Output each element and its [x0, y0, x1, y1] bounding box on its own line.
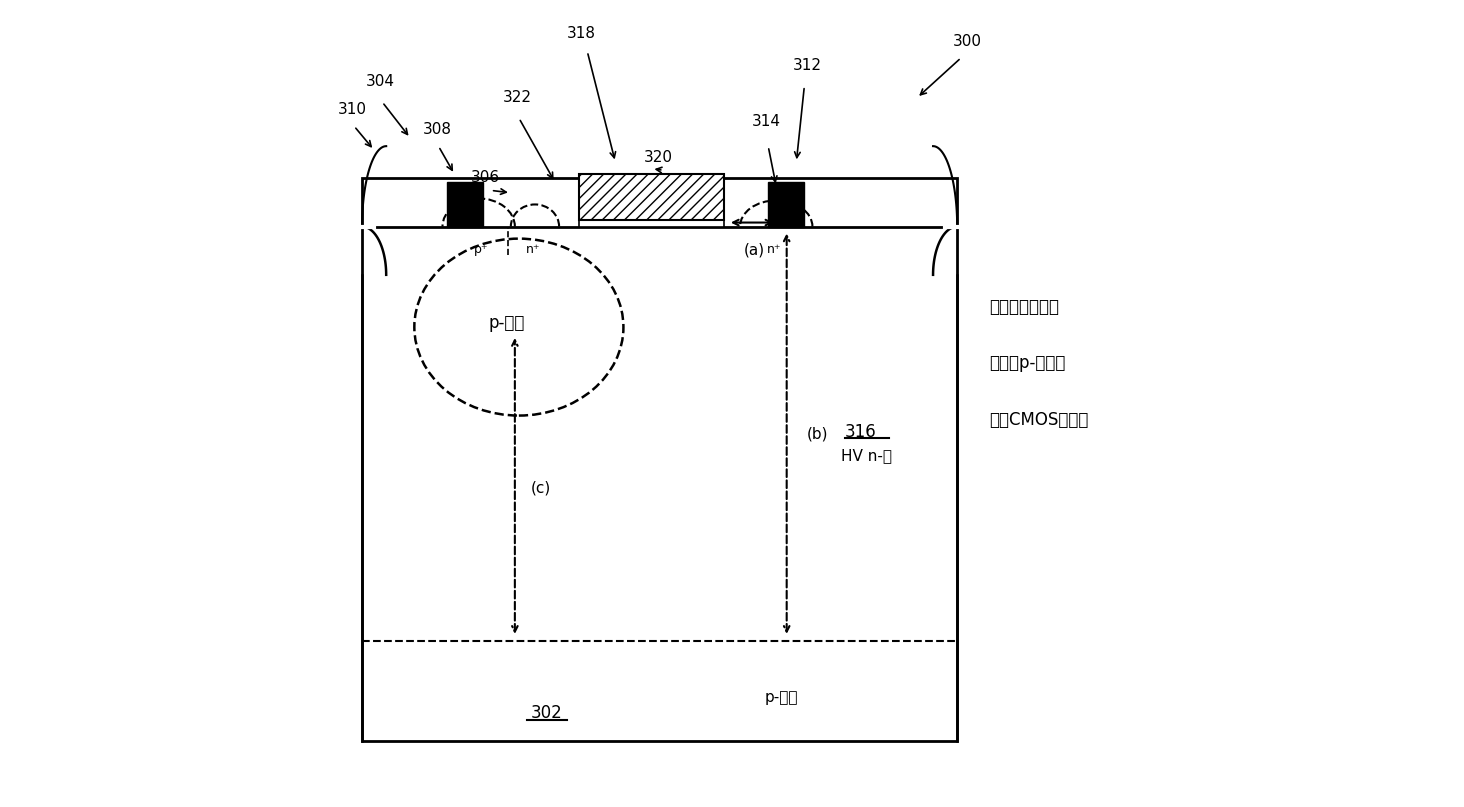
Text: 322: 322: [502, 90, 531, 105]
Text: 318: 318: [567, 26, 596, 40]
Text: 310: 310: [338, 102, 367, 117]
Text: 314: 314: [752, 114, 782, 129]
Text: 在形成栅极之后: 在形成栅极之后: [990, 298, 1060, 316]
Text: (b): (b): [807, 426, 829, 441]
FancyBboxPatch shape: [447, 182, 483, 227]
Text: 308: 308: [423, 122, 451, 137]
Text: HV n-阱: HV n-阱: [840, 448, 892, 463]
FancyBboxPatch shape: [362, 178, 957, 742]
Text: n⁺: n⁺: [767, 243, 782, 256]
Text: 注入的p-主体破: 注入的p-主体破: [990, 354, 1066, 372]
Text: (a): (a): [744, 243, 764, 257]
Text: 320: 320: [644, 150, 672, 165]
Text: 306: 306: [470, 170, 499, 186]
Text: 坏了CMOS热预算: 坏了CMOS热预算: [990, 411, 1089, 429]
Text: 312: 312: [792, 58, 821, 73]
Text: (c): (c): [531, 480, 550, 495]
Text: 300: 300: [953, 34, 982, 48]
Text: 316: 316: [845, 423, 877, 441]
FancyBboxPatch shape: [769, 182, 804, 227]
Text: p⁺: p⁺: [474, 243, 489, 256]
Text: 302: 302: [531, 705, 562, 722]
Text: 304: 304: [366, 73, 395, 89]
Text: p-主体: p-主体: [489, 314, 526, 332]
Text: n⁺: n⁺: [526, 243, 540, 256]
FancyBboxPatch shape: [580, 220, 725, 227]
FancyBboxPatch shape: [580, 174, 725, 220]
Text: p-衬底: p-衬底: [764, 689, 798, 705]
